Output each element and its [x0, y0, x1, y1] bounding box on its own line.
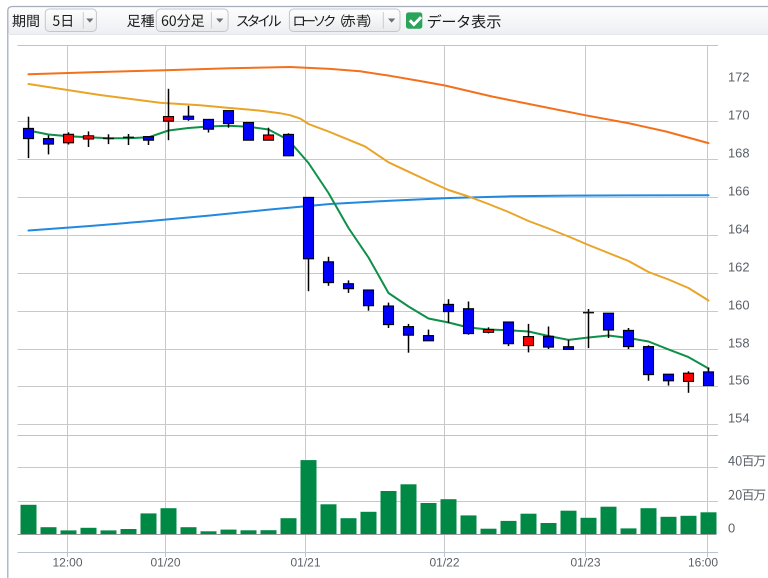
- svg-text:170: 170: [728, 108, 750, 123]
- svg-text:166: 166: [728, 184, 750, 199]
- svg-text:01/20: 01/20: [150, 555, 180, 569]
- svg-text:168: 168: [728, 146, 750, 161]
- svg-text:154: 154: [728, 411, 750, 426]
- svg-text:162: 162: [728, 260, 750, 275]
- svg-text:164: 164: [728, 222, 750, 237]
- svg-text:01/21: 01/21: [290, 555, 320, 569]
- svg-text:01/23: 01/23: [570, 555, 600, 569]
- svg-text:172: 172: [728, 70, 750, 85]
- svg-text:12:00: 12:00: [52, 555, 82, 569]
- svg-text:160: 160: [728, 298, 750, 313]
- svg-text:16:00: 16:00: [688, 555, 718, 569]
- svg-text:0: 0: [728, 521, 735, 536]
- svg-text:156: 156: [728, 373, 750, 388]
- svg-text:158: 158: [728, 336, 750, 351]
- svg-text:01/22: 01/22: [429, 555, 459, 569]
